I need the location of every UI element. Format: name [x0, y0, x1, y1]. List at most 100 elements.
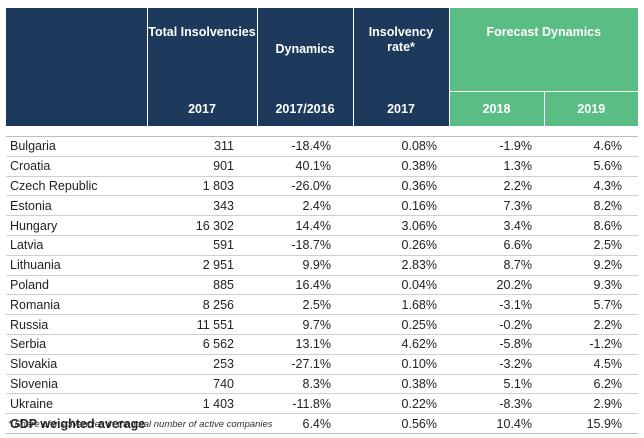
- header-year-2018: 2018: [449, 91, 545, 126]
- table-body: Bulgaria 311 -18.4% 0.08% -1.9% 4.6% Croatia 90…: [6, 126, 639, 434]
- forecast-2019-cell: 8.6%: [544, 215, 639, 236]
- forecast-2018-cell: 20.2%: [449, 275, 544, 296]
- country-cell: Lithuania: [6, 255, 147, 276]
- insolvency-rate-cell: 0.16%: [353, 195, 449, 217]
- forecast-2019-cell: 4.5%: [544, 354, 639, 375]
- dynamics-cell: 9.7%: [257, 314, 353, 335]
- table-row: Serbia 6 562 13.1% 4.62% -5.8% -1.2%: [6, 334, 639, 355]
- forecast-2018-cell: 8.7%: [449, 255, 544, 276]
- total-insolvencies-cell: 1 403: [147, 393, 257, 415]
- table-row: Slovakia 253 -27.1% 0.10% -3.2% 4.5%: [6, 354, 639, 375]
- dynamics-cell: -18.4%: [257, 136, 353, 157]
- header-gap: [6, 126, 639, 137]
- forecast-2018-cell: 2.2%: [449, 176, 544, 197]
- forecast-2018-cell: -5.8%: [449, 334, 544, 355]
- insolvency-rate-cell: 0.38%: [353, 374, 449, 395]
- insolvency-rate-cell: 2.83%: [353, 255, 449, 276]
- total-insolvencies-cell: 253: [147, 354, 257, 375]
- forecast-2018-cell: -3.2%: [449, 354, 544, 375]
- table-row: Estonia 343 2.4% 0.16% 7.3% 8.2%: [6, 195, 639, 217]
- header-year-rate: 2017: [353, 91, 450, 126]
- forecast-2019-cell: 6.2%: [544, 374, 639, 395]
- insolvency-rate-cell: 3.06%: [353, 215, 449, 236]
- table-row: Poland 885 16.4% 0.04% 20.2% 9.3%: [6, 275, 639, 296]
- dynamics-cell: 2.5%: [257, 294, 353, 316]
- forecast-2018-cell: -3.1%: [449, 294, 544, 316]
- total-insolvencies-cell: 8 256: [147, 294, 257, 316]
- total-insolvencies-cell: 11 551: [147, 314, 257, 335]
- forecast-2018-cell: 5.1%: [449, 374, 544, 395]
- table-row: Latvia 591 -18.7% 0.26% 6.6% 2.5%: [6, 235, 639, 256]
- dynamics-cell: -18.7%: [257, 235, 353, 256]
- dynamics-cell: 13.1%: [257, 334, 353, 355]
- insolvency-rate-cell: 4.62%: [353, 334, 449, 355]
- total-row-forecast-2019: 15.9%: [544, 413, 639, 434]
- total-insolvencies-cell: 2 951: [147, 255, 257, 276]
- forecast-2019-cell: 2.5%: [544, 235, 639, 256]
- insolvency-rate-cell: 0.22%: [353, 393, 449, 415]
- total-insolvencies-cell: 740: [147, 374, 257, 395]
- forecast-2018-cell: -1.9%: [449, 136, 544, 157]
- insolvency-rate-cell: 0.08%: [353, 136, 449, 157]
- forecast-2019-cell: 4.6%: [544, 136, 639, 157]
- insolvency-rate-cell: 0.38%: [353, 156, 449, 177]
- header-year-dynamics: 2017/2016: [257, 91, 354, 126]
- header-forecast-dynamics: Forecast Dynamics: [449, 8, 639, 92]
- dynamics-cell: 40.1%: [257, 156, 353, 177]
- table-row: Slovenia 740 8.3% 0.38% 5.1% 6.2%: [6, 374, 639, 395]
- total-insolvencies-cell: 885: [147, 275, 257, 296]
- forecast-2018-cell: -8.3%: [449, 393, 544, 415]
- country-cell: Hungary: [6, 215, 147, 236]
- total-insolvencies-cell: 6 562: [147, 334, 257, 355]
- total-insolvencies-cell: 901: [147, 156, 257, 177]
- dynamics-cell: -26.0%: [257, 176, 353, 197]
- insolvency-rate-cell: 0.26%: [353, 235, 449, 256]
- insolvency-rate-cell: 0.04%: [353, 275, 449, 296]
- country-cell: Bulgaria: [6, 136, 147, 157]
- forecast-2018-cell: 3.4%: [449, 215, 544, 236]
- country-cell: Russia: [6, 314, 147, 335]
- forecast-2019-cell: 2.9%: [544, 393, 639, 415]
- table-row: Hungary 16 302 14.4% 3.06% 3.4% 8.6%: [6, 215, 639, 236]
- dynamics-cell: 14.4%: [257, 215, 353, 236]
- total-row-label: GDP weighted average: [6, 413, 147, 434]
- insolvency-table: Total Insolvencies Dynamics Insolvency r…: [6, 8, 639, 434]
- dynamics-cell: -27.1%: [257, 354, 353, 375]
- dynamics-cell: 9.9%: [257, 255, 353, 276]
- total-row-forecast-2018: 10.4%: [449, 413, 544, 434]
- dynamics-cell: 16.4%: [257, 275, 353, 296]
- forecast-2018-cell: 7.3%: [449, 195, 544, 217]
- total-row-empty-cell: [147, 413, 257, 434]
- gdp-weighted-average-row: GDP weighted average 6.4% 0.56% 10.4% 15.9%: [6, 413, 639, 434]
- total-insolvencies-cell: 16 302: [147, 215, 257, 236]
- country-cell: Poland: [6, 275, 147, 296]
- country-cell: Slovakia: [6, 354, 147, 375]
- forecast-2018-cell: 1.3%: [449, 156, 544, 177]
- table-row: Ukraine 1 403 -11.8% 0.22% -8.3% 2.9%: [6, 393, 639, 415]
- country-cell: Czech Republic: [6, 176, 147, 197]
- country-cell: Estonia: [6, 195, 147, 217]
- total-insolvencies-cell: 591: [147, 235, 257, 256]
- insolvency-rate-cell: 1.68%: [353, 294, 449, 316]
- forecast-2019-cell: 8.2%: [544, 195, 639, 217]
- table-row: Croatia 901 40.1% 0.38% 1.3% 5.6%: [6, 156, 639, 177]
- table-header: Total Insolvencies Dynamics Insolvency r…: [6, 8, 639, 126]
- total-row-dynamics: 6.4%: [257, 413, 353, 434]
- total-insolvencies-cell: 1 803: [147, 176, 257, 197]
- country-cell: Slovenia: [6, 374, 147, 395]
- table-row: Romania 8 256 2.5% 1.68% -3.1% 5.7%: [6, 294, 639, 316]
- forecast-2019-cell: 4.3%: [544, 176, 639, 197]
- insolvency-rate-cell: 0.10%: [353, 354, 449, 375]
- table-row: Lithuania 2 951 9.9% 2.83% 8.7% 9.2%: [6, 255, 639, 276]
- country-cell: Ukraine: [6, 393, 147, 415]
- forecast-2018-cell: 6.6%: [449, 235, 544, 256]
- header-country-blank: [6, 8, 148, 126]
- table-row: Czech Republic 1 803 -26.0% 0.36% 2.2% 4.3%: [6, 176, 639, 197]
- insolvency-rate-cell: 0.36%: [353, 176, 449, 197]
- table-row: Bulgaria 311 -18.4% 0.08% -1.9% 4.6%: [6, 136, 639, 157]
- insolvency-rate-cell: 0.25%: [353, 314, 449, 335]
- forecast-2019-cell: 9.3%: [544, 275, 639, 296]
- footnote: * Share of insolvencies in the total num…: [8, 419, 273, 430]
- country-cell: Croatia: [6, 156, 147, 177]
